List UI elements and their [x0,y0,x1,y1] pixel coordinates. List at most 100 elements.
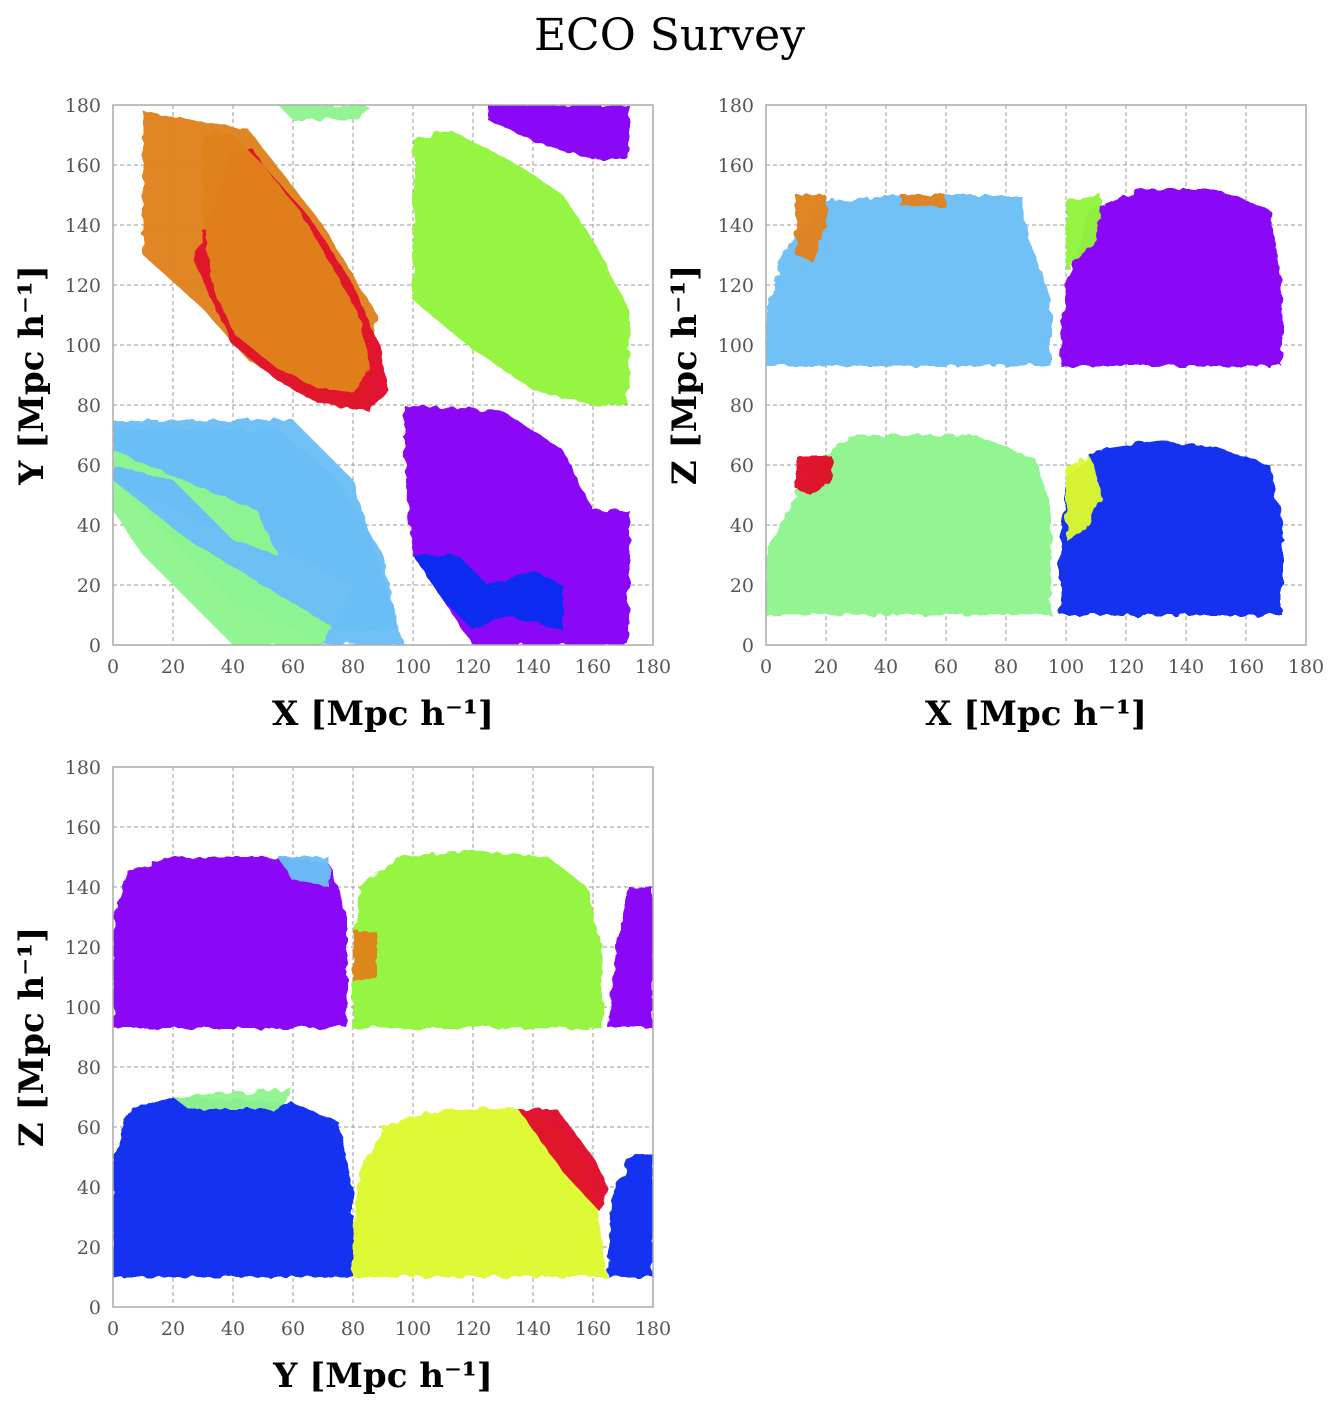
y-tick-label: 20 [730,575,754,597]
y-tick-label: 140 [65,877,101,899]
y-tick-label: 0 [89,635,101,657]
panel-xz: 0 20 40 60 80 100 120 140 160 180 0 20 40 60 80 100 120 1… [655,80,1339,740]
y-tick-label: 80 [77,1057,101,1079]
x-tick-label: 60 [281,1318,305,1340]
y-tick-label: 160 [718,155,754,177]
y-tick-label: 120 [65,937,101,959]
x-tick-label: 140 [515,656,551,678]
y-tick-label: 60 [730,455,754,477]
y-tick-label: 0 [742,635,754,657]
y-axis-label: Z [Mpc h⁻¹] [665,265,705,485]
data-region-5 [1066,195,1102,270]
data-region-7 [173,1088,293,1109]
y-tick-label: 60 [77,1117,101,1139]
data-region-3 [203,135,371,393]
y-tick-label: 80 [730,395,754,417]
plot-frame [112,104,654,646]
x-axis-label: X [Mpc h⁻¹] [272,694,494,734]
x-tick-label: 80 [994,656,1018,678]
x-tick-label: 100 [1048,656,1084,678]
x-tick-label: 80 [341,1318,365,1340]
data-region-8 [113,450,278,555]
y-tick-label: 0 [89,1297,101,1319]
y-tick-label: 40 [77,1177,101,1199]
data-region-6 [113,1097,353,1277]
data-region-2 [278,857,329,887]
data-region-4 [353,932,377,983]
data-region-3 [353,851,602,1028]
x-tick-label: 180 [1288,656,1324,678]
y-tick-label: 100 [718,335,754,357]
data-region-2 [796,195,826,261]
x-tick-label: 160 [575,1318,611,1340]
y-tick-label: 40 [77,515,101,537]
x-tick-label: 80 [341,656,365,678]
data-region-8 [353,1109,608,1277]
y-axis-label: Z [Mpc h⁻¹] [12,927,52,1147]
x-tick-label: 120 [455,656,491,678]
data-region-5 [608,887,653,1028]
y-tick-label: 20 [77,1237,101,1259]
x-tick-label: 100 [395,656,431,678]
y-tick-label: 140 [65,215,101,237]
x-tick-label: 0 [107,656,119,678]
chart-xy: 0 20 40 60 80 100 120 140 160 180 0 20 40 60 80 100 120 1… [12,95,671,734]
figure-title: ECO Survey [533,10,806,61]
y-tick-label: 180 [718,95,754,117]
x-tick-label: 60 [281,656,305,678]
data-region-10 [488,105,629,159]
y-tick-label: 180 [65,95,101,117]
data-region-8 [1060,441,1282,615]
data-region-12 [278,105,368,120]
data-region-3 [901,195,946,207]
data-region-6 [766,435,1051,615]
y-tick-label: 120 [718,275,754,297]
x-tick-label: 140 [515,1318,551,1340]
x-tick-label: 180 [635,656,671,678]
data-region-1 [113,857,347,1028]
point-cloud [113,105,629,645]
y-tick-label: 160 [65,817,101,839]
x-tick-label: 40 [221,656,245,678]
x-tick-label: 100 [395,1318,431,1340]
data-region-7 [796,456,832,495]
panel-xy: 0 20 40 60 80 100 120 140 160 180 0 20 40 60 80 100 120 1… [0,80,680,740]
y-tick-label: 40 [730,515,754,537]
x-tick-label: 160 [1228,656,1264,678]
data-region-11 [413,555,563,630]
x-tick-label: 60 [934,656,958,678]
x-axis-label: X [Mpc h⁻¹] [925,694,1147,734]
data-region-9 [1066,456,1102,540]
x-axis-label: Y [Mpc h⁻¹] [272,1356,493,1396]
chart-xz: 0 20 40 60 80 100 120 140 160 180 0 20 40 60 80 100 120 1… [665,95,1324,734]
x-tick-label: 20 [161,1318,185,1340]
x-tick-label: 0 [107,1318,119,1340]
y-tick-label: 160 [65,155,101,177]
data-region-4 [413,129,629,405]
point-cloud [113,851,653,1277]
y-tick-label: 60 [77,455,101,477]
data-region-1 [766,195,1051,366]
x-tick-label: 20 [814,656,838,678]
y-tick-label: 100 [65,997,101,1019]
data-region-9 [518,1109,608,1211]
y-tick-label: 100 [65,335,101,357]
chart-yz: 0 20 40 60 80 100 120 140 160 180 0 20 40 60 80 100 120 1… [12,757,671,1396]
x-tick-label: 40 [221,1318,245,1340]
x-tick-label: 180 [635,1318,671,1340]
y-tick-label: 20 [77,575,101,597]
x-tick-label: 0 [760,656,772,678]
x-tick-label: 40 [874,656,898,678]
x-tick-label: 20 [161,656,185,678]
x-tick-label: 140 [1168,656,1204,678]
x-tick-label: 160 [575,656,611,678]
x-tick-label: 120 [1108,656,1144,678]
y-tick-label: 140 [718,215,754,237]
data-region-10 [608,1151,653,1277]
plot-frame [112,766,654,1308]
y-tick-label: 180 [65,757,101,779]
y-tick-label: 80 [77,395,101,417]
x-tick-label: 120 [455,1318,491,1340]
point-cloud [766,189,1282,615]
data-region-4 [1060,189,1282,366]
